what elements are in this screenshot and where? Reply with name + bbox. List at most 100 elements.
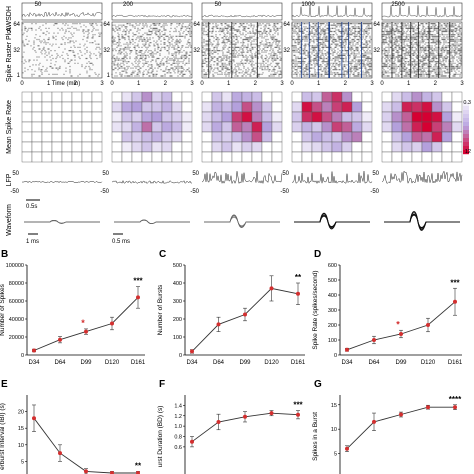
raster-time-tick: 2 (164, 81, 168, 87)
heatmap-cell (301, 101, 313, 113)
heatmap-cell (31, 141, 43, 153)
heatmap-cell (231, 141, 243, 153)
heatmap-cell (111, 121, 123, 133)
x-tick-label: D34 (341, 360, 353, 366)
waveform-trace (204, 216, 280, 227)
y-tick-label: 100000 (6, 263, 24, 269)
heatmap-cell (381, 101, 393, 113)
waveform-trace (24, 220, 100, 224)
heatmap-cell (21, 141, 33, 153)
heatmap-cell (211, 111, 223, 123)
heatmap-cell (121, 151, 133, 163)
heatmap-cell (431, 111, 443, 123)
y-tick-label: 200 (328, 323, 337, 329)
heatmap-cell (451, 101, 463, 113)
y-axis-label: Number of Spikes (0, 283, 6, 335)
heatmap-cell (391, 111, 403, 123)
heatmap-cell (141, 141, 153, 153)
heatmap-cell (31, 131, 43, 143)
heatmap-cell (221, 111, 233, 123)
heatmap-cell (421, 131, 433, 143)
awsdh-frame (111, 2, 193, 21)
heatmap-cell (121, 101, 133, 113)
colorbar-step (463, 130, 469, 135)
colorbar-step (463, 134, 469, 139)
heatmap-cell (301, 141, 313, 153)
heatmap-cell (411, 111, 423, 123)
heatmap-cell (71, 131, 83, 143)
data-point (190, 439, 194, 444)
heatmap-cell (401, 111, 413, 123)
heatmap-cell (311, 121, 323, 133)
heatmap-cell (161, 111, 173, 123)
heatmap-cell (21, 111, 33, 123)
heatmap-cell (231, 91, 243, 103)
heatmap-cell (211, 151, 223, 163)
colorbar-step (463, 146, 469, 151)
colorbar-step (463, 102, 469, 107)
colorbar: 0.3 12 (463, 98, 471, 155)
x-tick-label: D64 (368, 360, 380, 366)
heatmap-cell (331, 111, 343, 123)
lfp-tick-top: 50 (12, 171, 19, 177)
x-tick-label: D120 (421, 360, 436, 366)
panel-e: E20151050erburst Interval (IBI) (s)** (0, 379, 142, 474)
heatmap-cell (431, 101, 443, 113)
heatmap-cell (91, 141, 103, 153)
lfp-tick-top: 50 (282, 171, 289, 177)
heatmap-cell (131, 101, 143, 113)
data-point (453, 299, 457, 304)
y-tick-label: 0.8 (174, 435, 182, 441)
heatmap-cell (421, 121, 433, 133)
data-point (453, 405, 457, 410)
heatmap-cell (421, 151, 433, 163)
heatmap-cell (271, 91, 283, 103)
colorbar-step (463, 106, 469, 111)
heatmap-cell (201, 151, 213, 163)
heatmap-cell (301, 111, 313, 123)
waveform-trace (384, 213, 460, 229)
heatmap-cell (421, 101, 433, 113)
raster-y-tick: 64 (283, 22, 290, 28)
y-tick-label: 1.0 (174, 424, 182, 430)
heatmap-cell (261, 141, 273, 153)
heatmap-cell (451, 131, 463, 143)
heatmap-cell (271, 101, 283, 113)
heatmap-cell (131, 131, 143, 143)
x-tick-label: D64 (54, 360, 66, 366)
data-point (269, 411, 274, 416)
heatmap-cell (451, 151, 463, 163)
y-axis-label: erburst Interval (IBI) (s) (0, 403, 6, 470)
x-tick-label: D64 (213, 360, 225, 366)
raster-time-tick: 2 (74, 81, 78, 87)
heatmap-cell (411, 151, 423, 163)
y-tick-label: 600 (328, 263, 337, 269)
data-point (136, 471, 140, 474)
heatmap-cell (241, 101, 253, 113)
raster-y-tick: 1 (17, 73, 21, 79)
data-point (296, 412, 300, 417)
heatmap-cell (291, 151, 303, 163)
lfp-trace (291, 171, 373, 185)
y-tick-label: 300 (328, 308, 337, 314)
raster-frame (21, 21, 103, 79)
heatmap-cell (351, 151, 363, 163)
panel-c: C 0 100 200 300 400 500 Number of Bursts D34 D64 D… (157, 249, 306, 366)
heatmap-cell (91, 121, 103, 133)
lfp-trace (201, 171, 283, 185)
heatmap-cell (131, 151, 143, 163)
row-label-mean-spike-rate: Mean Spike Rate (6, 100, 13, 154)
data-point (110, 321, 114, 326)
heatmap-cell (451, 121, 463, 133)
heatmap-cell (251, 131, 263, 143)
heatmap-cell (71, 121, 83, 133)
heatmap-cell (441, 151, 453, 163)
data-point (84, 329, 88, 334)
data-point (32, 348, 36, 353)
heatmap-cell (71, 91, 83, 103)
panel-b: B 0 20000 40000 60000 80000 100000 Number of Sp… (0, 249, 146, 366)
heatmap-cell (161, 121, 173, 133)
y-tick-label: 10 (331, 427, 337, 433)
lfp-tick-top: 50 (102, 171, 109, 177)
panel-d: D 0 100 200 300 400 500 600 Spike Rate (spikes/s… (312, 249, 463, 366)
